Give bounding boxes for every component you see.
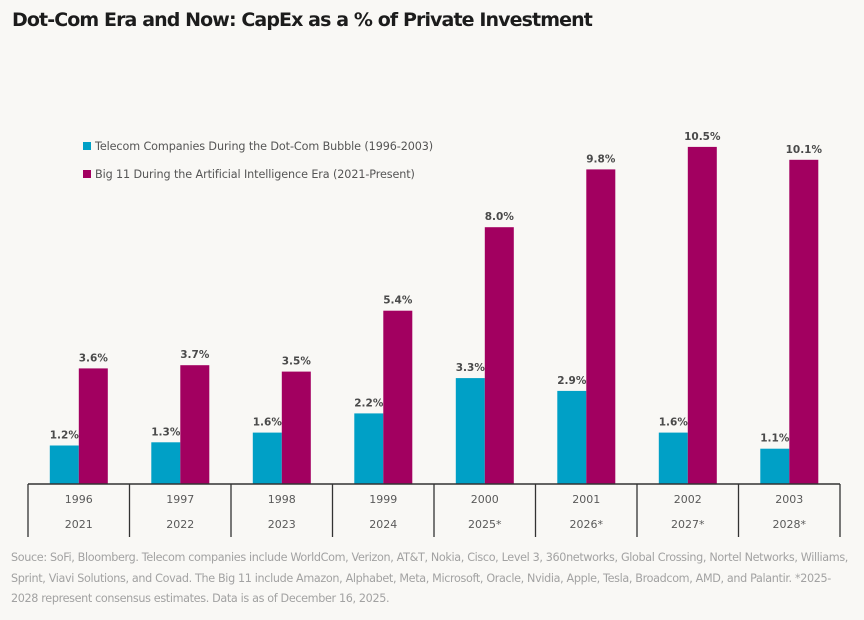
x-tick-label-ai-year: 2023	[268, 518, 296, 531]
bar-big11	[687, 146, 717, 484]
legend-label-telecom: Telecom Companies During the Dot-Com Bub…	[95, 139, 434, 153]
data-label-telecom: 2.2%	[354, 397, 384, 409]
data-label-big11: 9.8%	[586, 153, 616, 165]
data-label-telecom: 1.3%	[151, 426, 181, 438]
source-note: Souce: SoFi, Bloomberg. Telecom companie…	[11, 551, 849, 605]
bar-telecom	[151, 442, 181, 484]
data-label-telecom: 1.1%	[760, 433, 790, 445]
x-tick-label-dotcom-year: 2001	[572, 493, 600, 506]
data-label-big11: 3.6%	[79, 352, 109, 364]
data-label-big11: 3.5%	[282, 356, 312, 368]
data-label-telecom: 2.9%	[557, 375, 587, 387]
legend-item-telecom: Telecom Companies During the Dot-Com Bub…	[83, 139, 433, 153]
legend: Telecom Companies During the Dot-Com Bub…	[83, 139, 433, 195]
data-label-big11: 3.7%	[180, 349, 210, 361]
x-tick-label-ai-year: 2021	[65, 518, 93, 531]
bar-big11	[383, 310, 413, 484]
x-tick-label-dotcom-year: 1998	[268, 493, 296, 506]
data-label-big11: 10.1%	[786, 144, 823, 156]
legend-item-big11: Big 11 During the Artificial Intelligenc…	[83, 167, 433, 181]
x-tick-label-ai-year: 2025*	[468, 518, 502, 531]
x-tick-label-dotcom-year: 1996	[65, 493, 93, 506]
x-tick-label-dotcom-year: 2002	[674, 493, 702, 506]
bar-telecom	[557, 390, 587, 484]
bar-telecom	[455, 378, 485, 484]
bar-big11	[484, 227, 514, 484]
bar-telecom	[658, 432, 688, 484]
data-label-telecom: 1.2%	[50, 430, 80, 442]
data-label-telecom: 1.6%	[253, 417, 283, 429]
data-label-big11: 10.5%	[684, 131, 721, 143]
bar-big11	[586, 169, 616, 484]
x-tick-label-dotcom-year: 2003	[775, 493, 803, 506]
bar-big11	[180, 365, 210, 484]
x-tick-label-ai-year: 2028*	[773, 518, 807, 531]
data-label-telecom: 1.6%	[659, 417, 689, 429]
x-tick-label-dotcom-year: 2000	[471, 493, 499, 506]
bar-telecom	[354, 413, 384, 484]
x-tick-label-ai-year: 2026*	[570, 518, 604, 531]
bar-big11	[78, 368, 108, 484]
data-label-big11: 5.4%	[383, 295, 413, 307]
legend-swatch-telecom	[83, 142, 91, 150]
bar-telecom	[49, 445, 79, 484]
chart-title: Dot-Com Era and Now: CapEx as a % of Pri…	[12, 9, 593, 31]
x-tick-label-dotcom-year: 1997	[166, 493, 194, 506]
bar-telecom	[760, 448, 790, 484]
bar-big11	[281, 371, 311, 484]
legend-label-big11: Big 11 During the Artificial Intelligenc…	[95, 167, 415, 181]
data-label-big11: 8.0%	[485, 211, 515, 223]
x-tick-label-ai-year: 2022	[166, 518, 194, 531]
x-tick-label-dotcom-year: 1999	[369, 493, 397, 506]
bar-big11	[789, 159, 819, 485]
legend-swatch-big11	[83, 170, 91, 178]
x-tick-label-ai-year: 2024	[369, 518, 397, 531]
x-tick-label-ai-year: 2027*	[671, 518, 705, 531]
bar-telecom	[252, 432, 282, 484]
data-label-telecom: 3.3%	[456, 362, 486, 374]
